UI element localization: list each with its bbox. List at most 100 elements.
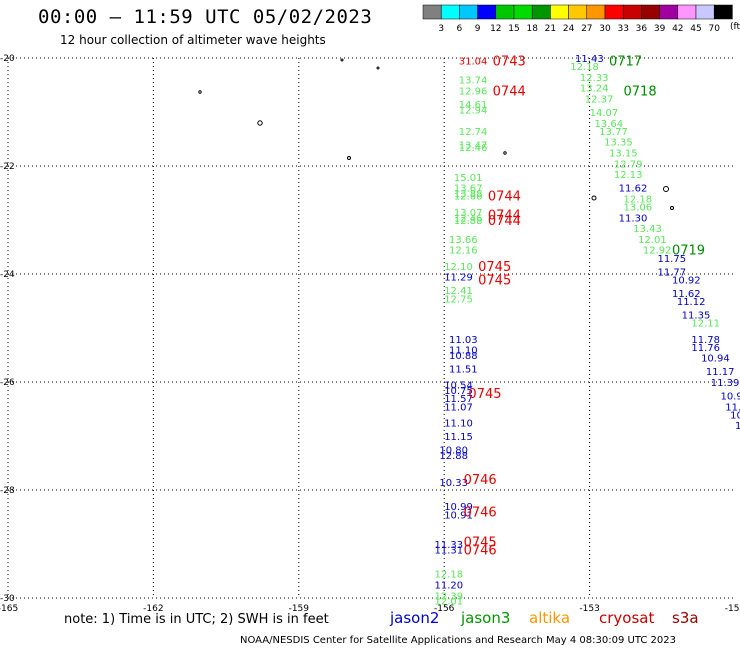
- island-outline: [376, 66, 380, 70]
- page-subtitle: 12 hour collection of altimeter wave hei…: [60, 33, 326, 47]
- island-outline: [340, 58, 344, 62]
- data-point-s3a: 31.04: [459, 57, 488, 68]
- data-point-jason3: 14.07: [590, 108, 619, 119]
- colorbar-swatch: [513, 4, 533, 20]
- colorbar-swatch: [459, 4, 478, 20]
- colorbar-tick-label: 39: [654, 24, 666, 34]
- data-point-jason3: 13.67: [454, 184, 483, 195]
- data-point-jason2: 10.94: [701, 354, 730, 365]
- island-outline: [198, 90, 202, 94]
- data-point-jason3: 14.61: [459, 100, 488, 111]
- data-point-jason2: 10.91: [444, 510, 473, 521]
- data-point-jason2: 11.57: [444, 394, 473, 405]
- y-tick-label: -26: [0, 378, 15, 388]
- pass-time-label: 0717: [609, 55, 642, 70]
- chart-note: note: 1) Time is in UTC; 2) SWH is in fe…: [64, 612, 329, 627]
- data-point-jason2: 11.29: [444, 273, 473, 284]
- colorbar-tick-label: 42: [672, 24, 683, 34]
- data-point-jason2: 10.80: [439, 446, 468, 457]
- y-tick-label: -30: [0, 594, 15, 604]
- legend-altika: altika: [529, 609, 571, 627]
- data-point-jason3: 12.18: [624, 194, 653, 205]
- data-point-jason3: 12.18: [435, 570, 464, 581]
- data-point-jason2: 11.78: [691, 335, 720, 346]
- data-point-jason2: 11.12: [677, 297, 706, 308]
- colorbar-swatch: [604, 4, 624, 20]
- data-point-jason3: 12.33: [580, 73, 609, 84]
- data-point-jason3: 13.15: [609, 149, 638, 160]
- data-point-jason2: 11.35: [682, 311, 711, 322]
- data-point-jason2: 11.77: [657, 267, 686, 278]
- colorbar-swatch: [550, 4, 569, 20]
- pass-time-label: 0746: [464, 506, 497, 521]
- colorbar-swatch: [422, 4, 442, 20]
- pass-time-label: 0744: [488, 190, 521, 205]
- data-point-jason3: 15.01: [454, 173, 483, 184]
- colorbar-swatch: [641, 4, 660, 20]
- x-tick-label: -153: [579, 604, 599, 614]
- data-point-jason2: 11.33: [435, 540, 464, 551]
- pass-time-label: 0719: [672, 244, 705, 259]
- colorbar-tick-label: 21: [545, 24, 556, 34]
- data-point-jason2: 11.43: [575, 54, 604, 65]
- colorbar-tick-label: 15: [508, 24, 519, 34]
- data-point-jason2: 12.88: [439, 451, 468, 462]
- colorbar-swatch: [495, 4, 515, 20]
- data-point-jason3: 12.92: [643, 246, 672, 257]
- data-point-jason3: 12.46: [459, 143, 488, 154]
- colorbar-swatch: [622, 4, 642, 20]
- data-point-jason3: 13.06: [624, 203, 653, 214]
- data-point-jason2: 11.39: [711, 378, 740, 389]
- island-outline: [663, 186, 669, 192]
- colorbar-tick-label: 18: [526, 24, 538, 34]
- island-outline: [503, 151, 507, 155]
- data-point-jason3: 12.37: [585, 95, 614, 106]
- colorbar-tick-label: 30: [599, 24, 611, 34]
- colorbar-tick-label: 9: [475, 24, 481, 34]
- y-tick-label: -22: [0, 162, 15, 172]
- data-point-jason3: 12.11: [691, 319, 720, 330]
- y-tick-label: -20: [0, 54, 15, 64]
- pass-time-label: 0745: [478, 260, 511, 275]
- legend-s3a: s3a: [672, 609, 699, 627]
- data-point-jason3: 13.66: [449, 235, 478, 246]
- data-point-jason2: 11.54: [725, 402, 740, 413]
- data-point-jason2: 10.33: [439, 478, 468, 489]
- data-point-jason2: 11.10: [449, 346, 478, 357]
- colorbar-swatch: [477, 4, 497, 20]
- colorbar-tick-label: 36: [636, 24, 648, 34]
- pass-time-label: 0746: [464, 543, 497, 558]
- pass-time-label: 0718: [624, 84, 657, 99]
- data-point-jason3: 13.07: [454, 208, 483, 219]
- legend-cryosat: cryosat: [599, 609, 655, 627]
- data-point-jason3: 12.88: [454, 216, 483, 227]
- data-point-jason2: 11.10: [444, 419, 473, 430]
- page-title: 00:00 – 11:59 UTC 05/02/2023: [38, 6, 373, 28]
- pass-time-label: 0744: [488, 209, 521, 224]
- data-point-jason3: 12.75: [444, 294, 473, 305]
- data-point-jason2: 11.76: [691, 343, 720, 354]
- pass-time-label: 0745: [468, 387, 501, 402]
- colorbar-tick-label: 3: [438, 24, 444, 34]
- colorbar-tick-label: 27: [581, 24, 592, 34]
- pass-time-label: 0745: [478, 273, 511, 288]
- data-point-jason2: 11.75: [657, 254, 686, 265]
- data-point-jason2: 11.62: [619, 184, 648, 195]
- data-point-jason3: 13.47: [459, 140, 488, 151]
- data-point-jason2: 11.07: [444, 402, 473, 413]
- y-tick-label: -28: [0, 486, 15, 496]
- data-point-jason2: 11.62: [672, 289, 701, 300]
- x-tick-label: -156: [434, 604, 455, 614]
- data-point-jason3: 12.10: [444, 262, 473, 273]
- colorbar-swatch: [586, 4, 606, 20]
- data-point-jason2: 10.99: [444, 502, 473, 513]
- colorbar-tick-label: 6: [457, 24, 463, 34]
- data-point-jason3: 12.94: [459, 105, 488, 116]
- data-point-jason3: 12.39: [435, 591, 464, 602]
- colorbar-tick-label: 12: [490, 24, 501, 34]
- data-point-jason2: 10.93: [720, 392, 740, 403]
- island-outline: [347, 156, 351, 160]
- data-point-jason3: 12.79: [614, 159, 643, 170]
- data-point-jason3: 13.43: [633, 224, 662, 235]
